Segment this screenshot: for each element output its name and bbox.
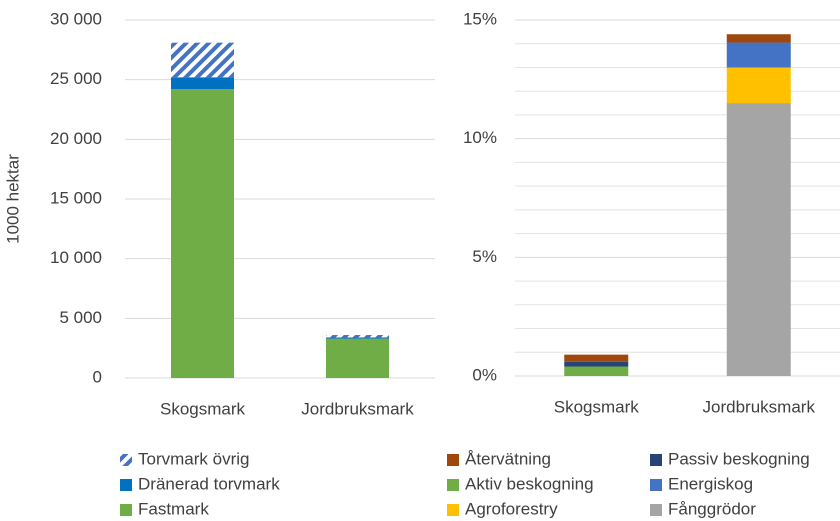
y-tick-label: 10 000 xyxy=(50,248,102,267)
bar-segment xyxy=(726,103,791,377)
legend-label: Fastmark xyxy=(138,499,209,518)
legend-swatch xyxy=(650,454,662,466)
legend-label: Energiskog xyxy=(668,474,753,493)
legend-label: Aktiv beskogning xyxy=(465,474,594,493)
y-tick-label: 10% xyxy=(463,128,497,147)
x-tick-label: Skogsmark xyxy=(554,397,640,416)
legend-swatch xyxy=(120,454,132,466)
bar-segment xyxy=(326,337,389,339)
bar-segment xyxy=(564,361,629,367)
bar-segment xyxy=(171,77,234,90)
y-tick-label: 25 000 xyxy=(50,69,102,88)
y-axis-label: 1000 hektar xyxy=(3,154,22,244)
bar-segment xyxy=(326,335,389,338)
y-tick-label: 0% xyxy=(472,365,497,384)
y-tick-label: 15% xyxy=(463,9,497,28)
y-tick-label: 0 xyxy=(93,367,102,386)
x-tick-label: Jordbruksmark xyxy=(301,399,414,418)
legend-label: Fånggrödor xyxy=(668,499,756,518)
y-tick-label: 5% xyxy=(472,247,497,266)
y-tick-label: 20 000 xyxy=(50,129,102,148)
legend-swatch xyxy=(447,479,459,491)
legend-swatch xyxy=(650,479,662,491)
legend-swatch xyxy=(650,504,662,516)
legend-swatch xyxy=(120,479,132,491)
bar-segment xyxy=(171,42,234,78)
x-tick-label: Jordbruksmark xyxy=(703,397,816,416)
y-tick-label: 15 000 xyxy=(50,188,102,207)
x-tick-label: Skogsmark xyxy=(160,399,246,418)
legend-label: Passiv beskogning xyxy=(668,449,810,468)
bar-segment xyxy=(326,338,389,378)
legend-label: Torvmark övrig xyxy=(138,449,249,468)
bar-segment xyxy=(171,89,234,379)
legend-label: Dränerad torvmark xyxy=(138,474,280,493)
legend-swatch xyxy=(120,504,132,516)
y-tick-label: 5 000 xyxy=(59,308,102,327)
y-tick-label: 30 000 xyxy=(50,9,102,28)
bar-segment xyxy=(564,354,629,362)
bar-segment xyxy=(726,34,791,43)
legend-label: Återvätning xyxy=(465,449,551,468)
bar-segment xyxy=(726,42,791,68)
legend-swatch xyxy=(447,454,459,466)
legend-label: Agroforestry xyxy=(465,499,558,518)
bar-segment xyxy=(564,366,629,376)
legend-swatch xyxy=(447,504,459,516)
bar-segment xyxy=(726,67,791,104)
